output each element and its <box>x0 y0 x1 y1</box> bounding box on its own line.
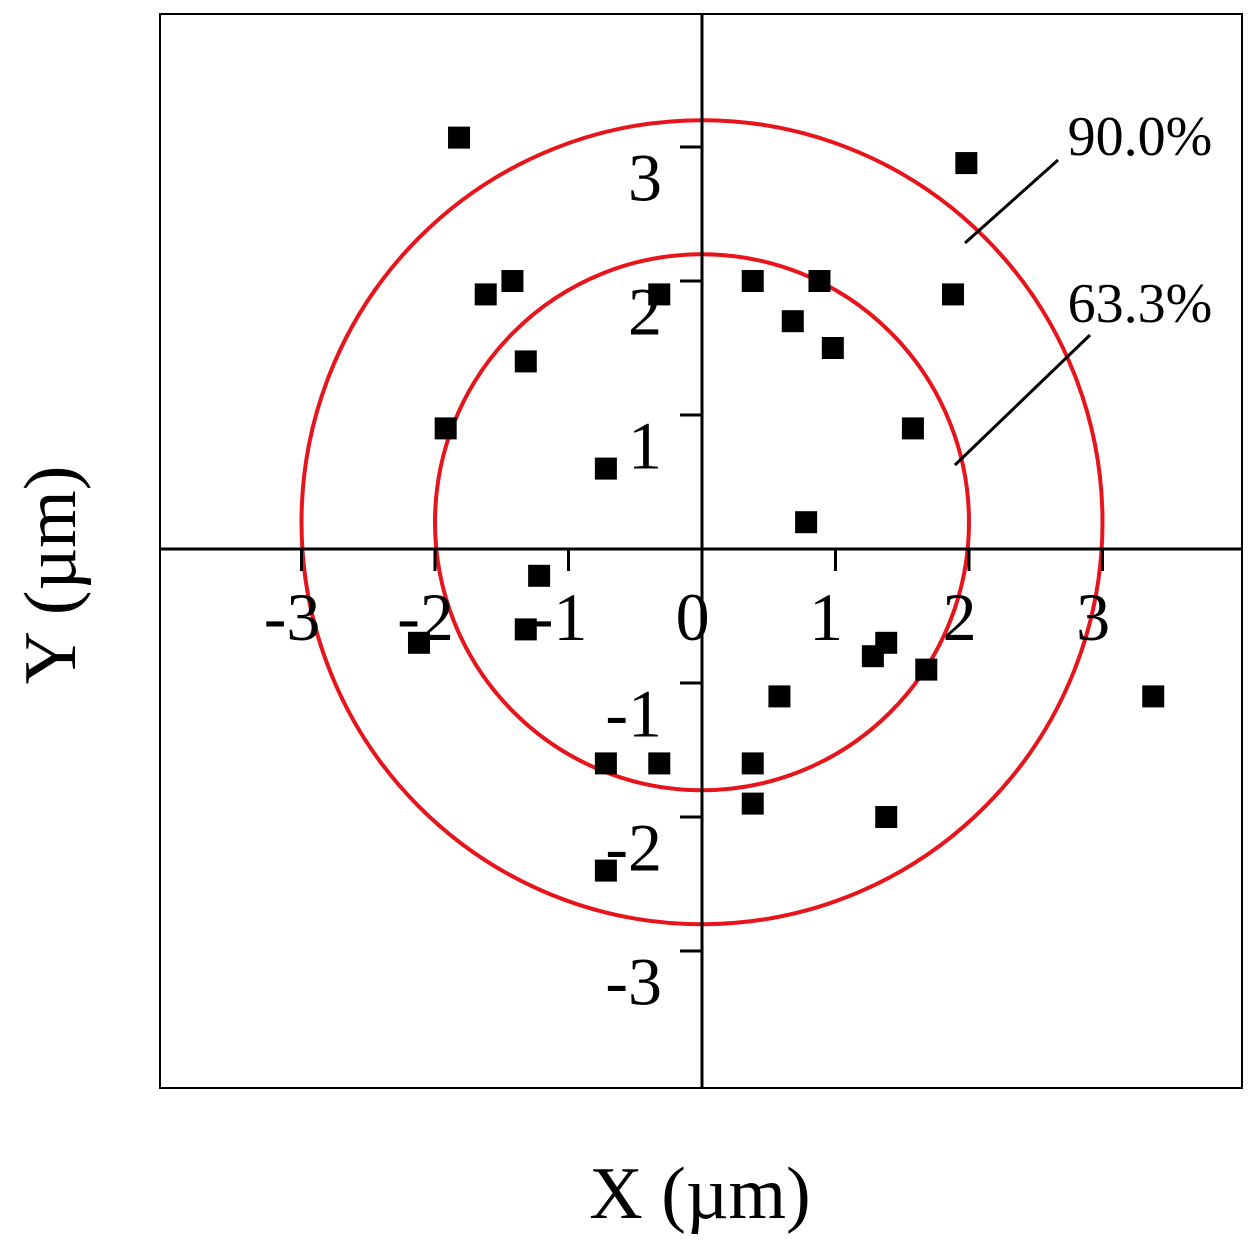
data-point <box>448 126 471 149</box>
x-tick-label: 1 <box>809 579 843 655</box>
y-axis-title: Y (µm) <box>10 466 92 685</box>
points-layer <box>407 126 1165 882</box>
data-point <box>741 752 764 775</box>
x-tick-label: -1 <box>531 579 588 655</box>
data-point <box>768 685 791 708</box>
y-tick-label: -1 <box>605 676 662 752</box>
data-point <box>407 631 430 654</box>
data-point <box>821 337 844 359</box>
data-point <box>528 564 551 587</box>
data-point <box>514 350 537 373</box>
x-axis-title: X (µm) <box>589 1153 810 1235</box>
y-tick-label: -3 <box>605 944 662 1020</box>
data-point <box>808 270 831 292</box>
y-tick-label: 1 <box>628 408 662 484</box>
y-tick-label: 3 <box>628 140 662 216</box>
data-point <box>1142 685 1165 708</box>
data-point <box>474 283 497 306</box>
data-point <box>594 859 617 882</box>
x-tick-label: -3 <box>264 579 321 655</box>
annotation-leader-900 <box>964 158 1059 245</box>
data-point <box>594 457 617 480</box>
data-point <box>741 792 764 815</box>
data-point <box>941 283 964 306</box>
x-tick-label: 3 <box>1076 579 1110 655</box>
annotation-leader-633 <box>953 333 1092 467</box>
annotations-layer: 90.0% 63.3% <box>953 106 1213 467</box>
data-point <box>594 752 617 775</box>
data-point <box>915 658 938 681</box>
data-point <box>741 270 764 292</box>
data-point <box>781 310 804 333</box>
data-point <box>648 752 671 775</box>
data-point <box>501 270 524 292</box>
data-point <box>514 618 537 641</box>
data-point <box>901 417 924 440</box>
annotation-label-900: 90.0% <box>1068 106 1213 168</box>
data-point <box>875 806 898 828</box>
data-point <box>795 511 818 534</box>
x-tick-label: 0 <box>676 579 710 655</box>
data-point <box>434 417 457 440</box>
annotation-label-633: 63.3% <box>1068 273 1213 335</box>
x-tick-label: 2 <box>943 579 977 655</box>
data-point <box>648 283 671 306</box>
data-point <box>955 152 978 175</box>
data-point <box>861 645 884 668</box>
